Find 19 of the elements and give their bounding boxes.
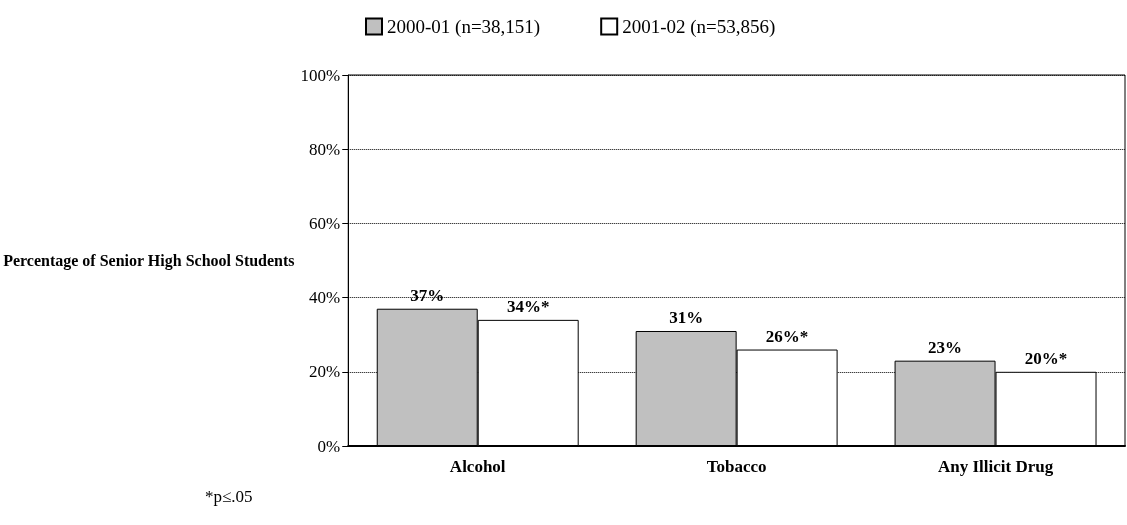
y-tick-label: 20%	[309, 362, 341, 382]
legend-label: 2001-02 (n=53,856)	[622, 16, 776, 38]
x-tick-label: Any Illicit Drug	[937, 457, 1054, 476]
x-tick-label: Alcohol	[449, 457, 506, 476]
y-tick-label: 60%	[309, 213, 341, 233]
data-label: 31%	[669, 307, 704, 327]
data-label: 26%*	[765, 326, 809, 346]
y-tick-label: 40%	[309, 288, 341, 308]
y-tick-label: 0%	[317, 436, 341, 456]
data-label: 20%*	[1024, 348, 1068, 368]
y-tick-label: 100%	[300, 65, 341, 85]
y-axis-title: Percentage of Senior High School Students	[3, 252, 295, 270]
text: *p≤.05	[205, 487, 253, 506]
legend-label: 2000-01 (n=38,151)	[387, 16, 541, 38]
data-label: 37%	[410, 285, 445, 305]
y-tick-label: 80%	[309, 139, 341, 159]
data-label: 34%*	[506, 296, 550, 316]
x-tick-label: Tobacco	[706, 457, 767, 476]
data-label: 23%	[928, 337, 963, 357]
